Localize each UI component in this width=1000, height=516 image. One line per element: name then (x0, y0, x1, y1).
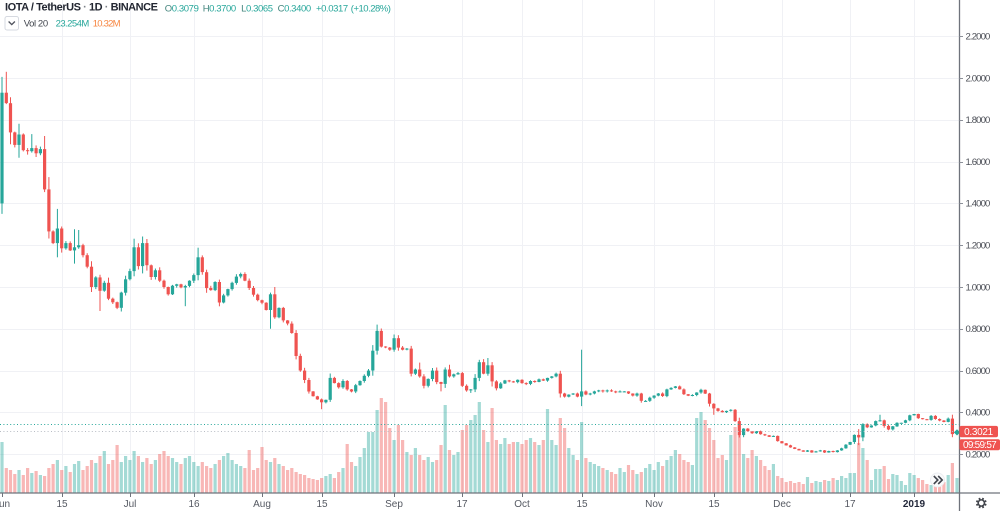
svg-text:H0.3700: H0.3700 (203, 3, 236, 14)
svg-text:Nov: Nov (645, 499, 663, 510)
svg-text:Jul: Jul (124, 499, 137, 510)
svg-text:Dec: Dec (773, 499, 791, 510)
svg-text:1.4000: 1.4000 (966, 199, 991, 210)
svg-text:IOTA / TetherUS · 1D · BINANCE: IOTA / TetherUS · 1D · BINANCE (5, 2, 158, 14)
svg-text:09:59:57: 09:59:57 (963, 440, 997, 451)
svg-text:17: 17 (456, 499, 468, 510)
svg-text:Sep: Sep (385, 499, 403, 510)
svg-text:10.32M: 10.32M (93, 18, 121, 29)
svg-text:16: 16 (188, 499, 200, 510)
svg-text:+0.0317: +0.0317 (316, 3, 348, 14)
svg-text:2.2000: 2.2000 (966, 32, 991, 43)
svg-text:C0.3400: C0.3400 (278, 3, 311, 14)
svg-text:0.4000: 0.4000 (966, 408, 991, 419)
svg-text:1.0000: 1.0000 (966, 282, 991, 293)
svg-text:1.8000: 1.8000 (966, 115, 991, 126)
svg-text:O0.3079: O0.3079 (165, 3, 199, 14)
svg-text:Aug: Aug (253, 499, 271, 510)
svg-text:0.3021: 0.3021 (964, 427, 994, 438)
svg-text:0.6000: 0.6000 (966, 366, 991, 377)
svg-text:15: 15 (316, 499, 328, 510)
svg-text:0.8000: 0.8000 (966, 324, 991, 335)
svg-text:15: 15 (708, 499, 720, 510)
svg-text:L0.3065: L0.3065 (241, 3, 273, 14)
svg-text:0.2000: 0.2000 (966, 449, 991, 460)
svg-text:2.0000: 2.0000 (966, 73, 991, 84)
svg-text:15: 15 (56, 499, 68, 510)
svg-text:Jun: Jun (0, 499, 10, 510)
svg-text:1.2000: 1.2000 (966, 241, 991, 252)
svg-text:23.254M: 23.254M (56, 18, 90, 29)
svg-text:Oct: Oct (514, 499, 530, 510)
svg-text:1.6000: 1.6000 (966, 157, 991, 168)
svg-text:15: 15 (576, 499, 588, 510)
svg-text:2019: 2019 (903, 499, 926, 510)
svg-text:17: 17 (844, 499, 856, 510)
svg-text:(+10.28%): (+10.28%) (351, 3, 391, 14)
svg-text:Vol 20: Vol 20 (24, 18, 48, 29)
